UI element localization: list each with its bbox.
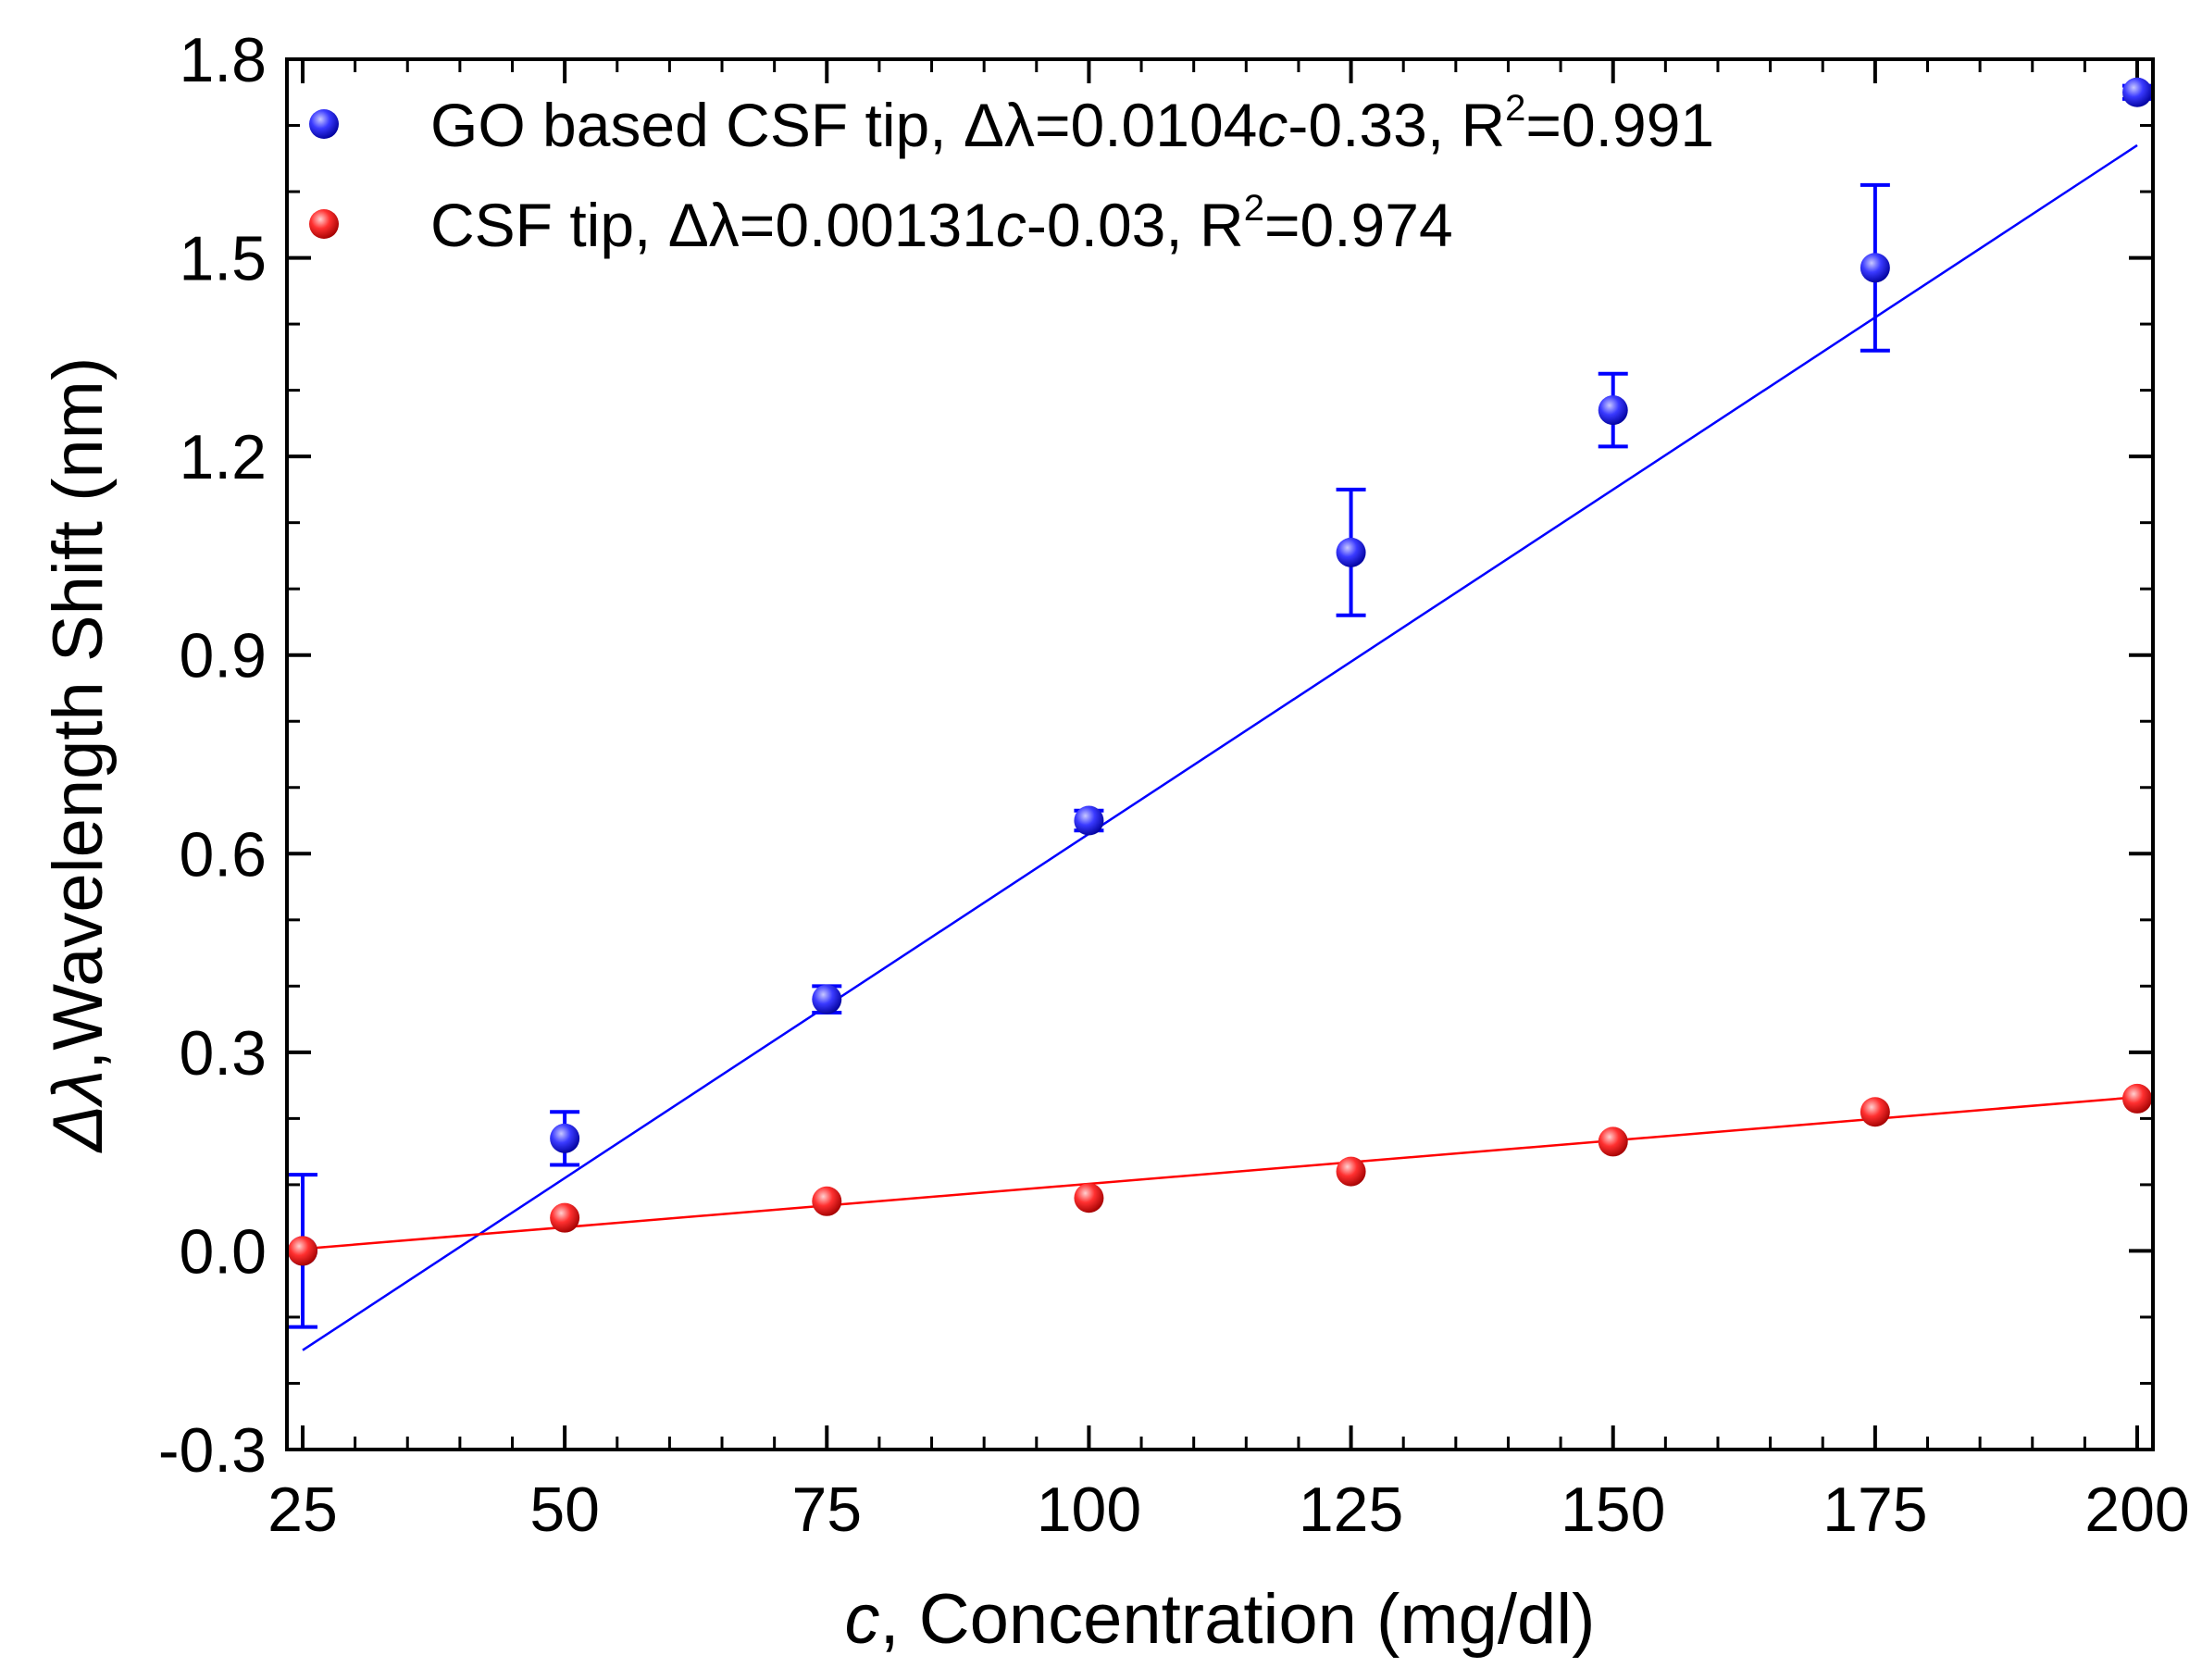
y-tick-labels: -0.3 0.0 0.3 0.6 0.9 1.2 1.5 1.8 [158,25,267,1486]
data-points [287,77,2153,1266]
data-point-go-csf-tip [1074,805,1104,836]
data-point-csf-tip [1860,1097,1890,1127]
data-point-csf-tip [550,1202,580,1233]
x-tick-label: 175 [1823,1475,1927,1545]
data-point-go-csf-tip [1336,537,1366,567]
plot-frame [285,57,2155,1451]
y-tick-label: 0.9 [179,621,267,691]
x-tick-label: 150 [1561,1475,1665,1545]
x-tick-label: 200 [2084,1475,2189,1545]
x-tick-label: 25 [267,1475,338,1545]
fit-line-go-csf-tip [302,143,2138,1351]
legend-label-csf-tip: CSF tip, Δλ=0.00131c-0.03, R2=0.974 [430,188,1453,259]
fit-lines [302,143,2138,1351]
data-point-csf-tip [287,1236,317,1266]
y-axis-title: Δλ,Wavelength Shift (nm) [39,357,118,1154]
data-point-go-csf-tip [550,1123,580,1153]
y-tick-label: 0.0 [179,1216,267,1287]
y-tick-label: -0.3 [158,1415,267,1486]
legend-label-go-csf-tip: GO based CSF tip, Δλ=0.0104c-0.33, R2=0.… [430,88,1714,159]
data-point-csf-tip [1074,1183,1104,1213]
data-point-go-csf-tip [1860,253,1890,283]
x-axis-title: c, Concentration (mg/dl) [845,1580,1596,1659]
data-point-go-csf-tip [1598,395,1628,426]
y-tick-label: 1.8 [179,25,267,95]
data-point-csf-tip [812,1186,842,1216]
y-tick-label: 1.5 [179,224,267,294]
y-tick-label: 0.3 [179,1018,267,1089]
legend-entry-go-csf-tip: GO based CSF tip, Δλ=0.0104c-0.33, R2=0.… [309,88,1714,159]
y-tick-label: 0.6 [179,819,267,890]
legend: GO based CSF tip, Δλ=0.0104c-0.33, R2=0.… [309,88,1714,259]
legend-marker-csf-tip [309,209,339,239]
data-point-csf-tip [2122,1083,2153,1114]
x-tick-labels: 25 50 75 100 125 150 175 200 [267,1475,2190,1545]
x-tick-label: 100 [1037,1475,1141,1545]
data-point-go-csf-tip [812,984,842,1014]
x-tick-label: 50 [529,1475,600,1545]
fit-line-csf-tip [302,1096,2138,1251]
y-tick-label: 1.2 [179,422,267,492]
x-tick-label: 125 [1299,1475,1403,1545]
data-point-csf-tip [1598,1126,1628,1157]
data-point-go-csf-tip [2122,77,2153,107]
x-tick-label: 75 [791,1475,862,1545]
legend-entry-csf-tip: CSF tip, Δλ=0.00131c-0.03, R2=0.974 [309,188,1453,259]
legend-marker-go-csf-tip [309,109,339,139]
data-point-csf-tip [1336,1156,1366,1187]
